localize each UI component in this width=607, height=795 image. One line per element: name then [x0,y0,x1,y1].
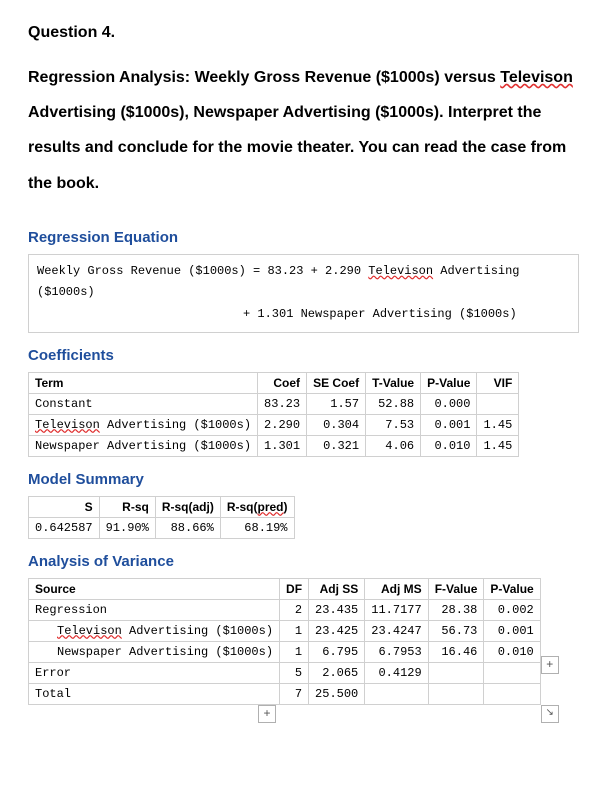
resize-handle-icon[interactable]: ↘ [541,705,559,723]
model-cell: 91.90% [99,517,155,538]
eq-part2: + 1.301 Newspaper Advertising ($1000s) [37,304,570,326]
anova-cell: 28.38 [428,599,484,620]
anova-cell: 0.010 [484,641,540,662]
coef-term: Newspaper Advertising ($1000s) [29,435,258,456]
anova-cell: 5 [280,662,309,683]
question-number: Question 4. [28,24,579,42]
anova-source: Total [29,683,280,704]
anova-cell: 0.001 [484,620,540,641]
add-row-button[interactable]: + [258,705,276,723]
anova-source: Televison Advertising ($1000s) [29,620,280,641]
coef-cell: 83.23 [258,393,307,414]
anova-cell [428,662,484,683]
coef-header: VIF [477,372,519,393]
anova-cell: 6.7953 [365,641,428,662]
eq-part1-pre: = 83.23 + 2.290 [246,264,368,278]
anova-header: DF [280,578,309,599]
anova-cell: 23.425 [309,620,365,641]
model-cell: 68.19% [220,517,294,538]
coef-term: Constant [29,393,258,414]
anova-cell: 25.500 [309,683,365,704]
add-column-button[interactable]: + [541,656,559,674]
coef-cell: 0.304 [307,414,366,435]
anova-cell: 2 [280,599,309,620]
anova-cell [365,683,428,704]
anova-cell: 1 [280,620,309,641]
anova-cell: 56.73 [428,620,484,641]
model-header: R-sq(adj) [155,496,220,517]
anova-cell: 23.435 [309,599,365,620]
section-model-summary: Model Summary [28,471,579,488]
coef-cell: 1.45 [477,414,519,435]
anova-header: Adj SS [309,578,365,599]
coef-term: Televison Advertising ($1000s) [29,414,258,435]
eq-response-var: Weekly Gross Revenue ($1000s) [37,261,246,283]
coef-cell: 0.001 [421,414,477,435]
anova-cell: 7 [280,683,309,704]
model-header: R-sq [99,496,155,517]
coef-cell: 2.290 [258,414,307,435]
anova-header: P-Value [484,578,540,599]
coef-header: P-Value [421,372,477,393]
anova-source: Newspaper Advertising ($1000s) [29,641,280,662]
coef-cell: 1.45 [477,435,519,456]
anova-cell: 1 [280,641,309,662]
anova-cell [428,683,484,704]
anova-header: F-Value [428,578,484,599]
coef-cell: 1.301 [258,435,307,456]
anova-cell: 2.065 [309,662,365,683]
model-cell: 88.66% [155,517,220,538]
model-header: S [29,496,100,517]
model-header: R-sq(pred) [220,496,294,517]
coef-cell: 0.000 [421,393,477,414]
coef-cell: 7.53 [366,414,421,435]
anova-cell: 16.46 [428,641,484,662]
model-summary-table: SR-sqR-sq(adj)R-sq(pred) 0.64258791.90%88… [28,496,295,539]
anova-table: SourceDFAdj SSAdj MSF-ValueP-Value Regres… [28,578,541,705]
coef-cell: 0.010 [421,435,477,456]
coef-cell: 4.06 [366,435,421,456]
anova-cell: 11.7177 [365,599,428,620]
model-cell: 0.642587 [29,517,100,538]
question-body: Regression Analysis: Weekly Gross Revenu… [28,60,579,201]
anova-cell [484,662,540,683]
eq-part1-misspell: Televison [368,264,433,278]
anova-cell [484,683,540,704]
anova-header: Source [29,578,280,599]
coef-cell: 1.57 [307,393,366,414]
coef-header: Coef [258,372,307,393]
section-coefficients: Coefficients [28,347,579,364]
coefficients-table: TermCoefSE CoefT-ValueP-ValueVIF Constant… [28,372,519,457]
anova-cell: 0.002 [484,599,540,620]
anova-cell: 0.4129 [365,662,428,683]
coef-cell: 0.321 [307,435,366,456]
coef-header: T-Value [366,372,421,393]
coef-cell: 52.88 [366,393,421,414]
coef-header: SE Coef [307,372,366,393]
coef-header: Term [29,372,258,393]
anova-cell: 6.795 [309,641,365,662]
section-regression-equation: Regression Equation [28,229,579,246]
anova-source: Regression [29,599,280,620]
anova-cell: 23.4247 [365,620,428,641]
anova-source: Error [29,662,280,683]
regression-equation: Weekly Gross Revenue ($1000s) = 83.23 + … [28,254,579,333]
anova-header: Adj MS [365,578,428,599]
section-anova: Analysis of Variance [28,553,579,570]
coef-cell [477,393,519,414]
